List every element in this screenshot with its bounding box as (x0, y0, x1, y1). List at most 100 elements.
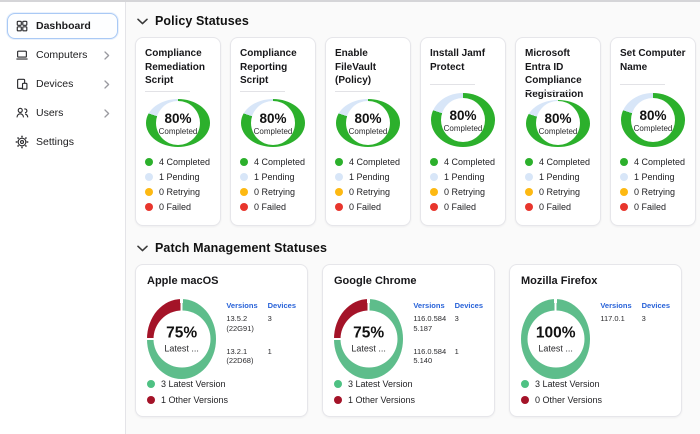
legend-item: 1 Pending (620, 172, 686, 182)
donut-center: 80% Completed (536, 101, 580, 146)
devices-cell: 3 (267, 314, 272, 323)
donut-center: 80% Completed (156, 101, 200, 146)
sidebar-item-settings[interactable]: Settings (7, 129, 118, 155)
legend-item: 4 Completed (620, 157, 686, 167)
donut-sublabel: Latest ... (538, 343, 573, 354)
patch-section-header[interactable]: Patch Management Statuses (137, 241, 696, 255)
donut-sublabel: Completed (348, 126, 388, 136)
donut-percent-label: 80% (354, 110, 382, 126)
devices-cell: 1 (454, 346, 459, 356)
donut-center: 100% Latest ... (527, 310, 585, 368)
legend-item: 0 Failed (145, 202, 211, 212)
legend-item: 0 Failed (620, 202, 686, 212)
table-row: 13.2.1 (22D68) 1 (226, 347, 296, 380)
versions-table: Versions Devices 13.5.2 (22G91) 3 13.2.1… (226, 301, 296, 379)
versions-column-header[interactable]: Versions (600, 301, 632, 310)
donut-center: 75% Latest ... (153, 310, 211, 368)
legend-dot (430, 188, 438, 196)
legend-item: 1 Pending (430, 172, 496, 182)
versions-column-header[interactable]: Versions (226, 301, 258, 310)
donut-percent-label: 75% (353, 324, 385, 342)
status-legend: 4 Completed 1 Pending 0 Retrying 0 Faile… (430, 157, 496, 217)
legend-item: 0 Failed (525, 202, 591, 212)
legend-item: 0 Other Versions (521, 395, 670, 405)
donut-center: 75% Latest ... (340, 310, 398, 368)
legend-dot (147, 380, 155, 388)
legend-item: 4 Completed (240, 157, 306, 167)
policy-card-title: Microsoft Entra ID Compliance Registrati… (525, 48, 584, 100)
donut-center: 80% Completed (251, 101, 295, 146)
sidebar-item-devices[interactable]: Devices (7, 71, 118, 97)
patch-card-body: 75% Latest ... Versions Devices 13.5.2 (… (147, 299, 296, 379)
legend-dot (145, 173, 153, 181)
table-row: 116.0.5845.187 3 (413, 314, 483, 347)
version-cell: 13.2.1 (22D68) (226, 346, 254, 366)
policy-donut-chart: 80% Completed (526, 99, 590, 147)
legend-dot (620, 173, 628, 181)
legend-item: 1 Other Versions (334, 395, 483, 405)
policy-card: Enable FileVault (Policy) 80% Completed … (325, 37, 411, 226)
users-icon (15, 106, 29, 120)
sidebar-item-dashboard[interactable]: Dashboard (7, 13, 118, 39)
patch-card: Google Chrome 75% Latest ... Versions De… (322, 264, 495, 417)
legend-dot (430, 173, 438, 181)
donut-sublabel: Latest ... (351, 343, 386, 354)
versions-table: Versions Devices 117.0.1 3 (600, 301, 670, 379)
patch-card-title: Mozilla Firefox (521, 275, 598, 287)
legend-dot (240, 173, 248, 181)
patch-card: Apple macOS 75% Latest ... Versions Devi… (135, 264, 308, 417)
table-row: 117.0.1 3 (600, 314, 670, 379)
devices-cell: 1 (267, 346, 272, 356)
legend-dot (525, 188, 533, 196)
devices-cell: 3 (454, 314, 459, 323)
patch-card-body: 100% Latest ... Versions Devices 117.0.1… (521, 299, 670, 379)
policy-card-title: Compliance Reporting Script (240, 48, 297, 86)
donut-center: 80% Completed (346, 101, 390, 146)
patch-card-title: Google Chrome (334, 275, 417, 287)
legend-dot (430, 158, 438, 166)
sidebar-nav: Dashboard Computers Devices Users Settin… (0, 13, 125, 155)
legend-dot (147, 396, 155, 404)
legend-item: 3 Latest Version (334, 379, 483, 389)
donut-center: 80% Completed (441, 98, 485, 143)
devices-column-header[interactable]: Devices (641, 301, 670, 310)
legend-dot (240, 158, 248, 166)
patch-section-title: Patch Management Statuses (155, 241, 327, 255)
version-legend: 3 Latest Version 0 Other Versions (521, 379, 670, 411)
policy-donut-chart: 80% Completed (431, 93, 495, 147)
status-legend: 4 Completed 1 Pending 0 Retrying 0 Faile… (525, 157, 591, 217)
legend-item: 1 Pending (335, 172, 401, 182)
devices-column-header[interactable]: Devices (267, 301, 296, 310)
versions-table: Versions Devices 116.0.5845.187 3 116.0.… (413, 301, 483, 379)
version-cell: 116.0.5845.187 (413, 314, 447, 333)
donut-sublabel: Completed (633, 123, 673, 133)
computer-icon (15, 48, 29, 62)
version-legend: 3 Latest Version 1 Other Versions (147, 379, 296, 411)
patch-card-title: Apple macOS (147, 275, 219, 287)
policy-card: Install Jamf Protect 80% Completed 4 Com… (420, 37, 506, 226)
donut-percent-label: 75% (166, 324, 198, 342)
divider (620, 84, 665, 86)
policy-donut-chart: 80% Completed (146, 99, 210, 147)
legend-item: 0 Failed (430, 202, 496, 212)
legend-item: 3 Latest Version (147, 379, 296, 389)
patch-donut-chart: 75% Latest ... (147, 299, 217, 379)
chevron-right-icon (104, 79, 110, 89)
version-legend: 3 Latest Version 1 Other Versions (334, 379, 483, 411)
sidebar-item-users[interactable]: Users (7, 100, 118, 126)
policy-section-header[interactable]: Policy Statuses (137, 14, 696, 28)
devices-column-header[interactable]: Devices (454, 301, 483, 310)
donut-percent-label: 80% (259, 110, 287, 126)
donut-sublabel: Completed (538, 126, 578, 136)
versions-column-header[interactable]: Versions (413, 301, 445, 310)
legend-item: 0 Failed (240, 202, 306, 212)
status-legend: 4 Completed 1 Pending 0 Retrying 0 Faile… (145, 157, 211, 217)
legend-item: 4 Completed (335, 157, 401, 167)
donut-sublabel: Completed (253, 126, 293, 136)
policy-card-title: Enable FileVault (Policy) (335, 48, 377, 86)
policy-cards-row: Compliance Remediation Script 80% Comple… (135, 37, 696, 226)
window-top-edge (0, 0, 700, 2)
sidebar-item-computers[interactable]: Computers (7, 42, 118, 68)
policy-donut-chart: 80% Completed (621, 93, 685, 147)
policy-card: Compliance Remediation Script 80% Comple… (135, 37, 221, 226)
